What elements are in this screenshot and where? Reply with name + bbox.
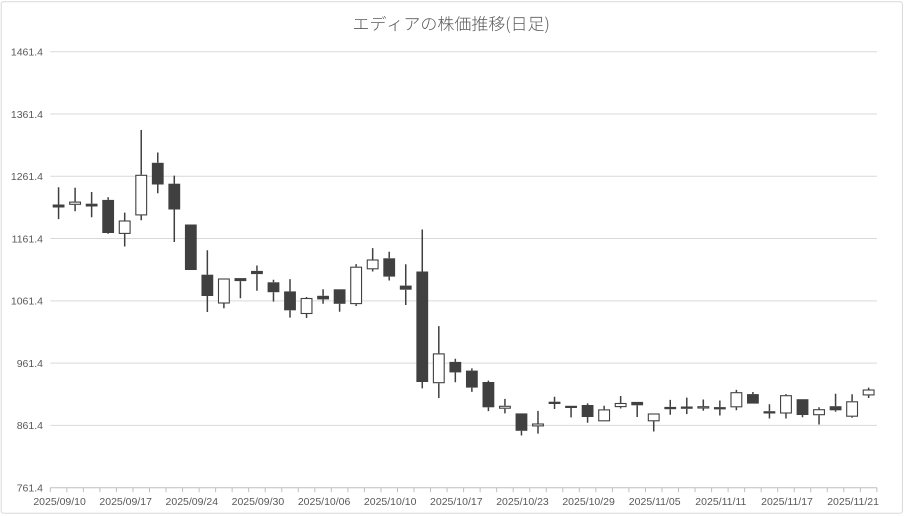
svg-text:2025/11/21: 2025/11/21 [827,496,879,508]
svg-text:2025/10/10: 2025/10/10 [364,496,417,508]
svg-text:2025/11/17: 2025/11/17 [761,496,813,508]
svg-text:2025/10/29: 2025/10/29 [562,496,615,508]
svg-text:1161.4: 1161.4 [12,233,43,245]
svg-text:1361.4: 1361.4 [11,109,43,121]
svg-text:1261.4: 1261.4 [11,171,43,183]
svg-text:2025/09/30: 2025/09/30 [232,496,285,508]
svg-text:2025/09/17: 2025/09/17 [99,496,152,508]
svg-text:1461.4: 1461.4 [11,47,43,59]
svg-text:2025/10/23: 2025/10/23 [496,496,549,508]
svg-text:861.4: 861.4 [17,420,43,432]
svg-text:2025/10/06: 2025/10/06 [298,496,351,508]
svg-text:2025/11/05: 2025/11/05 [629,496,681,508]
svg-text:2025/09/24: 2025/09/24 [166,496,219,508]
svg-text:961.4: 961.4 [17,358,43,370]
svg-text:1061.4: 1061.4 [11,296,43,308]
svg-text:2025/11/11: 2025/11/11 [695,496,746,508]
svg-text:2025/10/17: 2025/10/17 [430,496,483,508]
svg-text:761.4: 761.4 [17,483,43,495]
svg-text:2025/09/10: 2025/09/10 [33,496,86,508]
